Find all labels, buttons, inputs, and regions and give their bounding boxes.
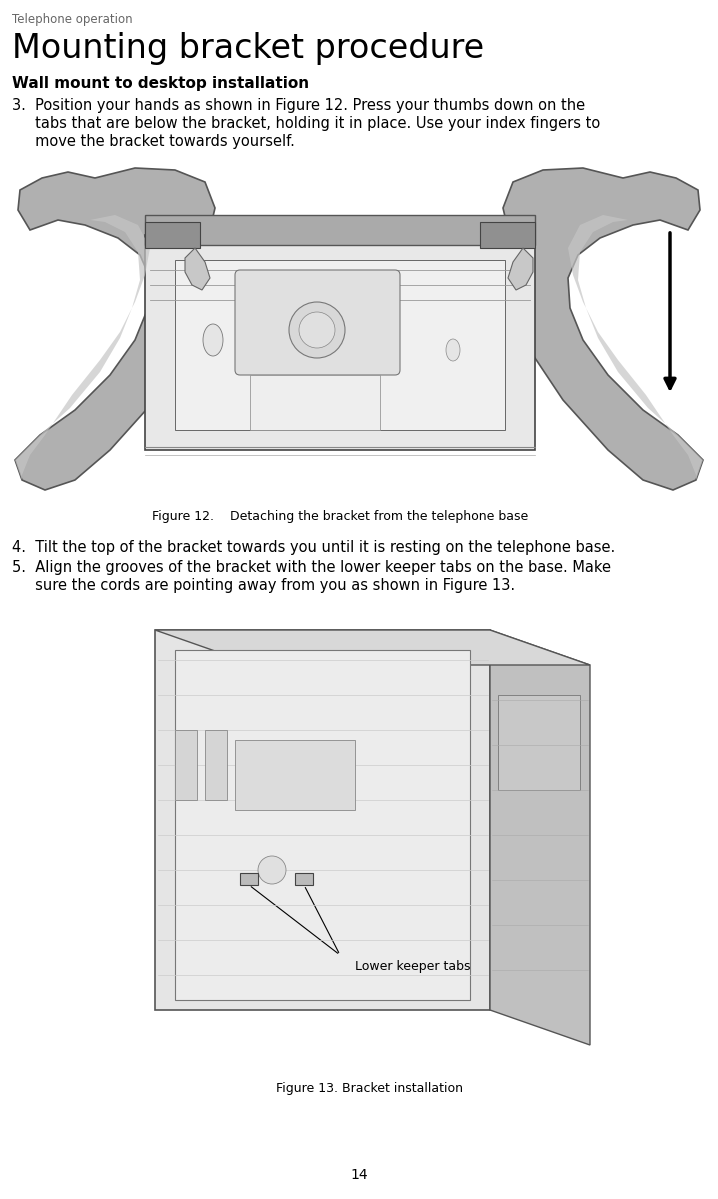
Text: Mounting bracket procedure: Mounting bracket procedure <box>12 32 484 65</box>
Text: Figure 13. Bracket installation: Figure 13. Bracket installation <box>276 1081 464 1095</box>
Bar <box>480 222 535 248</box>
Bar <box>145 235 535 450</box>
Polygon shape <box>508 248 533 290</box>
Bar <box>145 215 535 245</box>
Text: tabs that are below the bracket, holding it in place. Use your index fingers to: tabs that are below the bracket, holding… <box>12 116 600 131</box>
Bar <box>175 260 505 430</box>
Polygon shape <box>155 629 590 665</box>
Bar <box>235 740 355 811</box>
Bar <box>250 375 380 430</box>
Text: Lower keeper tabs: Lower keeper tabs <box>355 960 470 974</box>
Bar <box>240 873 258 885</box>
Text: 14: 14 <box>350 1168 368 1182</box>
FancyBboxPatch shape <box>235 270 400 375</box>
Polygon shape <box>503 168 703 490</box>
Polygon shape <box>568 215 703 480</box>
Polygon shape <box>15 215 150 480</box>
Text: 3.  Position your hands as shown in Figure 12. Press your thumbs down on the: 3. Position your hands as shown in Figur… <box>12 98 585 113</box>
Circle shape <box>289 302 345 359</box>
Text: sure the cords are pointing away from you as shown in Figure 13.: sure the cords are pointing away from yo… <box>12 578 515 594</box>
Ellipse shape <box>203 324 223 356</box>
Polygon shape <box>15 168 215 490</box>
Polygon shape <box>490 629 590 1046</box>
Bar <box>295 873 313 885</box>
Ellipse shape <box>446 339 460 361</box>
Text: Telephone operation: Telephone operation <box>12 13 133 26</box>
Bar <box>175 730 197 800</box>
Circle shape <box>258 856 286 884</box>
Polygon shape <box>185 248 210 290</box>
Text: Figure 12.    Detaching the bracket from the telephone base: Figure 12. Detaching the bracket from th… <box>152 510 528 523</box>
Text: move the bracket towards yourself.: move the bracket towards yourself. <box>12 134 295 149</box>
Text: 4.  Tilt the top of the bracket towards you until it is resting on the telephone: 4. Tilt the top of the bracket towards y… <box>12 540 615 555</box>
Text: Wall mount to desktop installation: Wall mount to desktop installation <box>12 76 309 91</box>
Bar <box>145 222 200 248</box>
Bar <box>175 650 470 1000</box>
Polygon shape <box>155 629 490 1010</box>
Bar <box>205 730 227 800</box>
Text: 5.  Align the grooves of the bracket with the lower keeper tabs on the base. Mak: 5. Align the grooves of the bracket with… <box>12 560 611 576</box>
Bar <box>498 695 580 790</box>
Circle shape <box>299 312 335 348</box>
